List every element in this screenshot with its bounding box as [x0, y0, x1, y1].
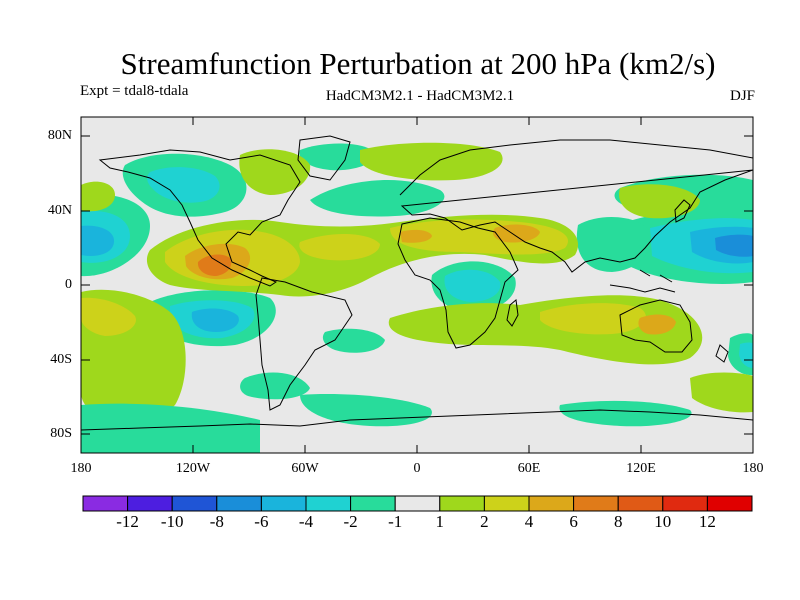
lon-label-0: 0: [413, 461, 421, 476]
contour-pos-east-asia: [619, 184, 700, 219]
colorbar-swatch-10: [483, 495, 530, 512]
lat-label-40s: 40S: [50, 352, 72, 367]
lon-label-60e: 60E: [517, 461, 541, 476]
contour-neg-npacific-west-4: [81, 225, 115, 256]
colorbar-swatch-15: [706, 495, 753, 512]
contour-neg-npacific-east-6: [715, 234, 753, 257]
colorbar-label-7: -1: [388, 512, 403, 531]
lon-label-180w: 180: [70, 461, 92, 476]
lat-label-80n: 80N: [47, 128, 72, 143]
colorbar-swatch-13: [617, 495, 664, 512]
colorbar-label-10: 4: [524, 512, 534, 531]
contour-pos-indian-2: [540, 303, 646, 335]
colorbar-label-5: -4: [298, 512, 314, 531]
coast-new-zealand: [715, 344, 729, 363]
coast-antarctica: [81, 409, 753, 431]
colorbar-label-8: 1: [435, 512, 445, 531]
colorbar-label-9: 2: [480, 512, 489, 531]
coast-africa: [397, 217, 519, 349]
lon-label-180e: 180: [742, 461, 764, 476]
colorbar-swatch-8: [394, 495, 441, 512]
coast-indonesia: [609, 269, 676, 293]
colorbar-label-2: -10: [160, 512, 184, 531]
coast-madagascar: [506, 299, 519, 327]
colorbar-label-12: 8: [613, 512, 623, 531]
colorbar-swatch-14: [662, 495, 708, 512]
colorbar-swatch-2: [127, 495, 173, 512]
season-label: DJF: [729, 88, 755, 104]
contour-neg-africa-2: [444, 269, 501, 302]
colorbar-swatch-4: [216, 495, 262, 512]
contour-field: [81, 142, 753, 453]
contour-neg-sepac-2: [739, 342, 753, 368]
contour-pos-tropics-6: [197, 254, 232, 276]
colorbar-swatch-12: [573, 495, 619, 512]
colorbar-label-14: 12: [698, 512, 716, 531]
contour-neg-nam-2: [147, 167, 220, 203]
colorbar-swatch-6: [305, 495, 352, 512]
lon-label-120e: 120E: [626, 461, 656, 476]
contour-neg-natl: [310, 179, 445, 217]
coast-europe-asia: [399, 139, 753, 273]
contour-pos-west-pac: [81, 181, 115, 212]
contour-pos-sh-west-2: [81, 297, 136, 336]
contour-neg-sam: [240, 372, 310, 400]
axis-ticks: [81, 117, 753, 453]
lat-label-80s: 80S: [50, 426, 72, 441]
coast-south-america: [255, 277, 353, 411]
contour-pos-midatl: [299, 233, 380, 261]
coast-north-america: [98, 149, 301, 287]
colorbar-label-3: -8: [209, 512, 224, 531]
colorbar-swatch-3: [171, 495, 218, 512]
contour-pos-sepac: [690, 372, 753, 413]
chart-title: Streamfunction Perturbation at 200 hPa (…: [120, 46, 716, 81]
contour-pos-saharan-2: [400, 229, 432, 243]
colorbar-swatch-11: [528, 495, 575, 512]
contour-pos-europe: [360, 142, 503, 181]
lat-label-0: 0: [65, 277, 72, 292]
contour-pos-natl-hi: [239, 149, 311, 195]
coast-australia: [619, 299, 693, 353]
colorbar-label-1: -12: [116, 512, 139, 531]
colorbar-label-6: -2: [343, 512, 358, 531]
contour-neg-circumpolar: [81, 403, 260, 453]
model-label: HadCM3M2.1 - HadCM3M2.1: [325, 88, 515, 104]
colorbar-swatch-7: [350, 495, 396, 512]
coast-japan: [674, 199, 691, 223]
colorbar-label-11: 6: [569, 512, 578, 531]
contour-pos-aus: [638, 314, 676, 335]
colorbar-swatch-9: [439, 495, 485, 512]
experiment-label: Expt = tdal8-tdala: [80, 83, 189, 99]
contour-neg-spacific-4: [191, 308, 239, 332]
colorbar-swatch-1: [82, 495, 129, 512]
lat-label-40n: 40N: [47, 203, 72, 218]
colorbar-label-4: -6: [254, 512, 269, 531]
colorbar: [82, 495, 753, 512]
colorbar-swatch-5: [260, 495, 307, 512]
lon-label-120w: 120W: [175, 461, 211, 476]
coastlines: [81, 135, 753, 431]
contour-neg-so: [559, 400, 692, 427]
coast-greenland: [297, 135, 351, 181]
colorbar-label-13: 10: [654, 512, 672, 531]
lon-label-60w: 60W: [291, 461, 319, 476]
contour-neg-arctic: [299, 143, 376, 171]
